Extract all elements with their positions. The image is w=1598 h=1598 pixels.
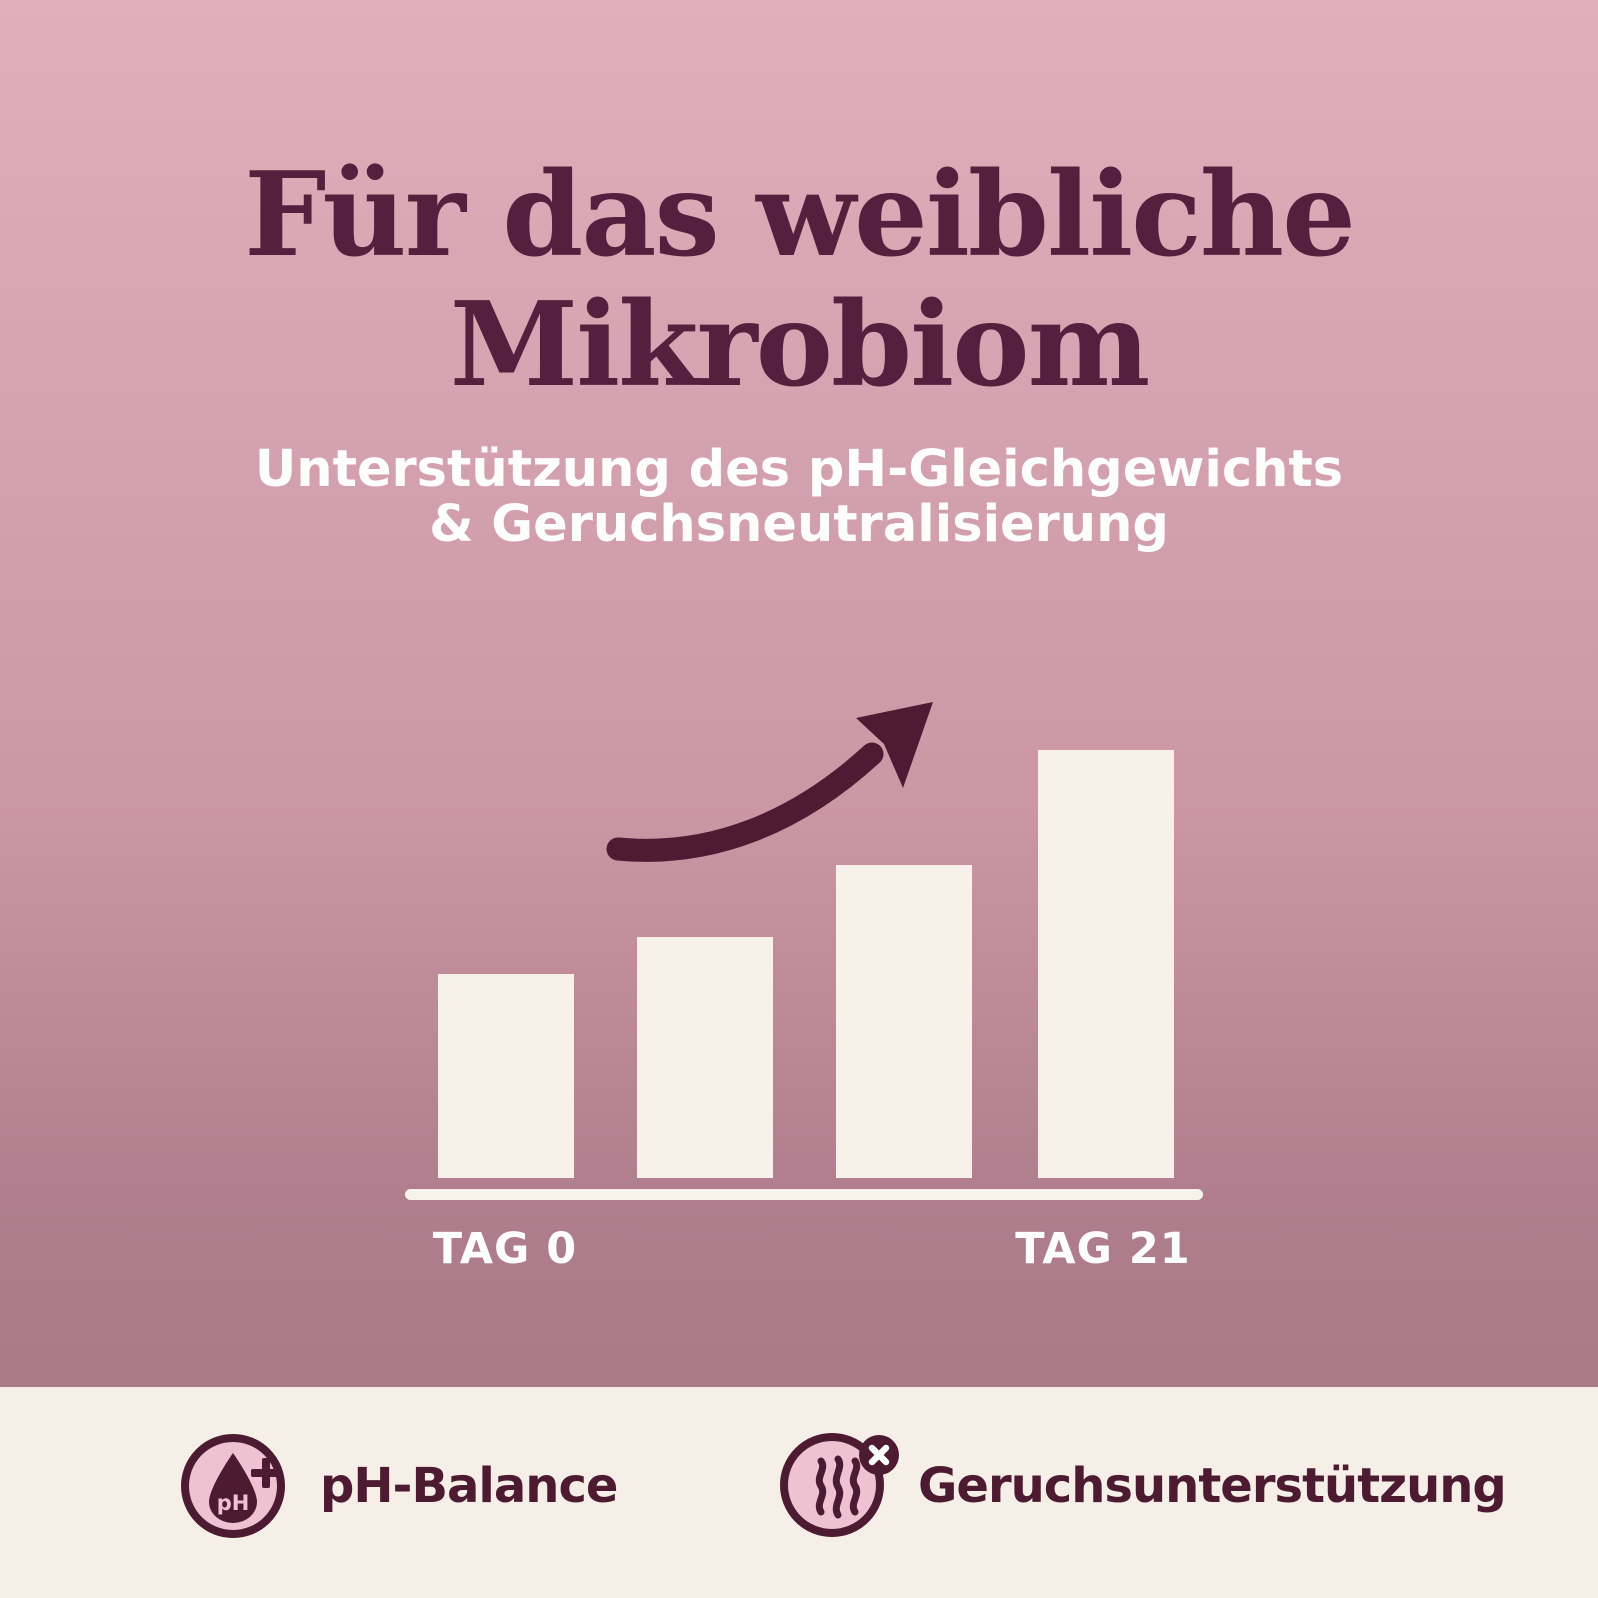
page-title: Für das weibliche Mikrobiom <box>0 150 1598 410</box>
page-subtitle-line1: Unterstützung des pH-Gleichgewichts <box>254 440 1344 499</box>
pink-gradient-background <box>0 0 1598 1387</box>
ph-balance-label: pH-Balance <box>320 1458 618 1514</box>
x-badge-icon <box>859 1435 899 1475</box>
page-title-line2: Mikrobiom <box>449 277 1151 413</box>
axis-label-tag-21: TAG 21 <box>1015 1224 1191 1274</box>
droplet-icon: pH <box>209 1453 257 1523</box>
chart-bar <box>637 937 773 1178</box>
plus-icon <box>251 1458 281 1488</box>
page-subtitle: Unterstützung des pH-Gleichgewichts & Ge… <box>0 442 1598 552</box>
chart-bar <box>438 974 574 1178</box>
chart-bar <box>1038 750 1174 1178</box>
axis-label-tag-0: TAG 0 <box>432 1224 578 1274</box>
chart-bar <box>836 865 972 1178</box>
page-subtitle-line2: & Geruchsneutralisierung <box>429 495 1169 554</box>
svg-text:pH: pH <box>217 1491 250 1515</box>
ph-droplet-plus-icon: pH <box>181 1434 285 1538</box>
page-title-line1: Für das weibliche <box>244 147 1356 283</box>
odor-support-label: Geruchsunterstützung <box>918 1458 1507 1514</box>
odor-waves-x-icon <box>780 1433 884 1537</box>
chart-x-axis <box>405 1189 1203 1200</box>
odor-waves-icon <box>815 1455 861 1519</box>
